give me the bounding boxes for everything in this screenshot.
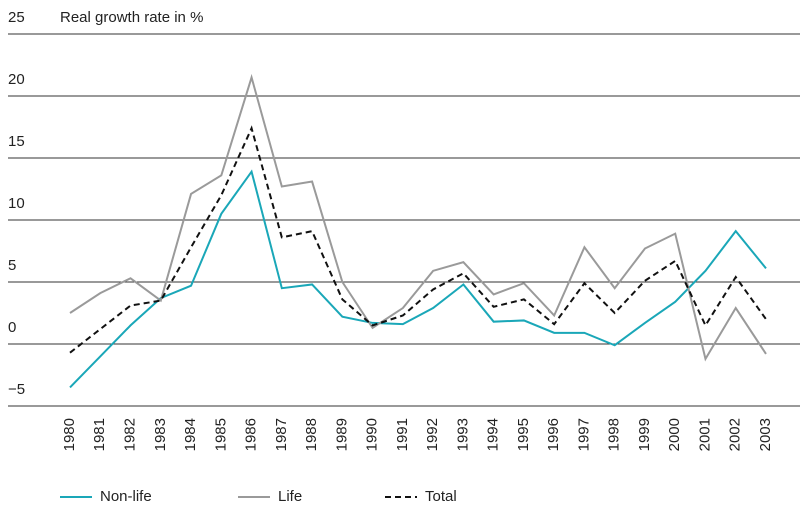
x-tick-label: 1988 [303, 418, 320, 451]
legend-label: Total [425, 488, 457, 505]
y-tick-label: 10 [8, 195, 25, 212]
legend-label: Life [278, 488, 302, 505]
y-tick-label: 20 [8, 71, 25, 88]
x-tick-label: 1994 [485, 418, 502, 451]
x-tick-label: 1982 [121, 418, 138, 451]
x-tick-label: 1987 [273, 418, 290, 451]
x-tick-label: 1999 [636, 418, 653, 451]
x-tick-label: 2003 [757, 418, 774, 451]
y-tick-label: 15 [8, 133, 25, 150]
series-line [69, 169, 767, 389]
x-tick-label: 1997 [575, 418, 592, 451]
x-tick-label: 1983 [152, 418, 169, 451]
x-tick-label: 1991 [394, 418, 411, 451]
series-line [69, 125, 767, 354]
legend-label: Non-life [100, 488, 152, 505]
x-tick-label: 1992 [424, 418, 441, 451]
y-tick-label: 5 [8, 257, 16, 274]
x-tick-label: 2001 [696, 418, 713, 451]
x-tick-label: 1986 [243, 418, 260, 451]
x-tick-label: 2000 [666, 418, 683, 451]
x-tick-label: 1996 [545, 418, 562, 451]
x-tick-label: 1995 [515, 418, 532, 451]
series-line [69, 73, 767, 362]
x-tick-label: 1981 [91, 418, 108, 451]
y-tick-label: 25 [8, 9, 25, 26]
x-tick-label: 1984 [182, 418, 199, 451]
x-tick-label: 1989 [333, 418, 350, 451]
x-tick-label: 2002 [727, 418, 744, 451]
x-tick-label: 1980 [61, 418, 78, 451]
x-tick-label: 1990 [364, 418, 381, 451]
y-tick-label: −5 [8, 381, 25, 398]
chart-title: Real growth rate in % [60, 9, 203, 26]
x-tick-label: 1993 [454, 418, 471, 451]
y-tick-label: 0 [8, 319, 16, 336]
x-tick-label: 1998 [606, 418, 623, 451]
x-tick-label: 1985 [212, 418, 229, 451]
